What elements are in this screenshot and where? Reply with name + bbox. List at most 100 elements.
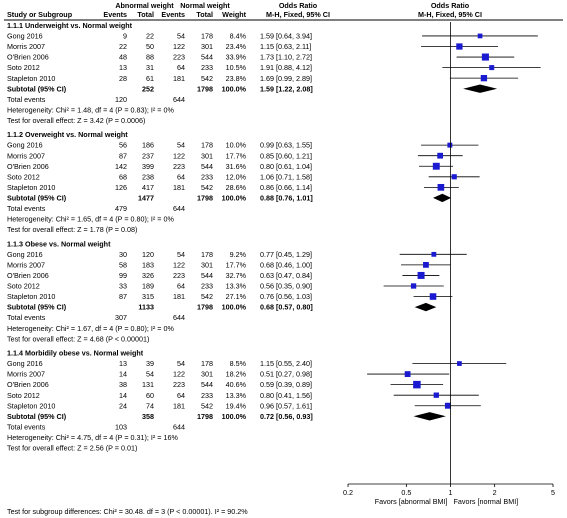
events-normal: 122 <box>173 42 185 51</box>
subtotal-or-text: 0.88 [0.76, 1.01] <box>260 193 313 202</box>
point-estimate-square <box>481 53 489 61</box>
events-abnormal: 13 <box>119 63 127 72</box>
total-normal: 542 <box>201 74 213 83</box>
study-weight: 8.5% <box>230 359 247 368</box>
x-tick-label: 5 <box>551 488 555 497</box>
events-normal: 64 <box>177 282 185 291</box>
total-normal: 178 <box>201 359 213 368</box>
odds-ratio-text: 1.59 [0.64, 3.94] <box>260 32 312 41</box>
odds-ratio-text: 0.99 [0.63, 1.55] <box>260 141 312 150</box>
weight-header: Weight <box>222 10 246 19</box>
odds-ratio-text: 0.76 [0.56, 1.03] <box>260 292 312 301</box>
odds-ratio-text: 1.15 [0.55, 2.40] <box>260 359 312 368</box>
total-normal: 301 <box>201 42 213 51</box>
subtotal-label: Subtotal (95% CI) <box>7 303 67 312</box>
point-estimate-square <box>489 65 495 71</box>
point-estimate-square <box>410 283 417 289</box>
events-normal: 223 <box>173 380 185 389</box>
events-normal: 122 <box>173 151 185 160</box>
point-estimate-square <box>456 43 463 50</box>
study-name: Soto 2012 <box>7 172 40 181</box>
study-name: O'Brien 2006 <box>7 53 49 62</box>
total-abnormal: 131 <box>142 380 154 389</box>
heterogeneity-text: Heterogeneity: Chi² = 1.65, df = 4 (P = … <box>7 215 174 224</box>
study-name: Gong 2016 <box>7 141 43 150</box>
point-estimate-square <box>404 371 411 377</box>
odds-ratio-text: 0.68 [0.46, 1.00] <box>260 260 312 269</box>
total-events-label: Total events <box>7 95 46 104</box>
odds-ratio-text: 1.15 [0.63, 2.11] <box>260 42 311 51</box>
study-weight: 32.7% <box>226 271 247 280</box>
total-abnormal: 120 <box>142 250 154 259</box>
total-abnormal: 54 <box>146 370 154 379</box>
total-events-normal: 644 <box>173 313 185 322</box>
study-name: O'Brien 2006 <box>7 380 49 389</box>
events-normal: 122 <box>173 370 185 379</box>
subtotal-diamond <box>414 302 437 312</box>
study-weight: 33.9% <box>226 53 247 62</box>
study-weight: 8.4% <box>230 32 247 41</box>
subtotal-or-text: 0.72 [0.56, 0.93] <box>260 412 313 421</box>
total-normal: 233 <box>201 282 213 291</box>
study-name: Morris 2007 <box>7 260 45 269</box>
total-normal: 178 <box>201 250 213 259</box>
group2-header: Normal weight <box>180 1 230 10</box>
events-normal: 223 <box>173 53 185 62</box>
total-abnormal: 74 <box>146 401 154 410</box>
total-abnormal: 315 <box>142 292 154 301</box>
point-estimate-square <box>477 33 483 39</box>
total-normal: 178 <box>201 32 213 41</box>
overall-effect-text: Test for overall effect: Z = 3.42 (P = 0… <box>7 116 145 125</box>
events-abnormal: 13 <box>119 359 127 368</box>
total-normal: 178 <box>201 141 213 150</box>
study-name: Morris 2007 <box>7 370 45 379</box>
or-method-header: M-H, Fixed, 95% CI <box>266 10 330 19</box>
study-name: Morris 2007 <box>7 151 45 160</box>
study-name: Stapleton 2010 <box>7 74 55 83</box>
total-abnormal: 189 <box>142 282 154 291</box>
total-normal: 301 <box>201 370 213 379</box>
events-abnormal: 142 <box>115 162 127 171</box>
total-events-label: Total events <box>7 204 46 213</box>
subtotal-weight: 100.0% <box>222 193 247 202</box>
study-weight: 12.0% <box>226 172 247 181</box>
subgroup-title: 1.1.1 Underweight vs. Normal weight <box>7 21 133 30</box>
favors-right-label: Favors [normal BMI] <box>454 497 519 506</box>
total-normal: 233 <box>201 172 213 181</box>
subgroup-title: 1.1.2 Overweight vs. Normal weight <box>7 130 128 139</box>
study-name: Stapleton 2010 <box>7 292 55 301</box>
study-weight: 13.3% <box>226 282 247 291</box>
total-abnormal: 31 <box>146 63 154 72</box>
subtotal-label: Subtotal (95% CI) <box>7 412 67 421</box>
total-events-label: Total events <box>7 313 46 322</box>
favors-left-label: Favors [abnormal BMI] <box>375 497 448 506</box>
subgroup-differences-text: Test for subgroup differences: Chi² = 30… <box>7 507 248 516</box>
odds-ratio-text: 0.77 [0.45, 1.29] <box>260 250 312 259</box>
total-normal: 301 <box>201 260 213 269</box>
total-events-abnormal: 307 <box>115 313 127 322</box>
subgroup-title: 1.1.3 Obese vs. Normal weight <box>7 239 111 248</box>
total2-header: Total <box>196 10 213 19</box>
subtotal-weight: 100.0% <box>222 412 247 421</box>
total-events-abnormal: 479 <box>115 204 127 213</box>
point-estimate-square <box>451 174 457 180</box>
study-name: Gong 2016 <box>7 250 43 259</box>
total-abnormal: 237 <box>142 151 154 160</box>
odds-ratio-text: 1.91 [0.88, 4.12] <box>260 63 312 72</box>
study-name: Soto 2012 <box>7 282 40 291</box>
overall-effect-text: Test for overall effect: Z = 1.78 (P = 0… <box>7 225 137 234</box>
point-estimate-square <box>423 262 429 268</box>
x-tick-label: 1 <box>449 488 453 497</box>
events-normal: 54 <box>177 141 185 150</box>
subtotal-weight: 100.0% <box>222 84 247 93</box>
events-abnormal: 87 <box>119 292 127 301</box>
x-tick-label: 0.5 <box>401 488 411 497</box>
subtotal-total-normal: 1798 <box>197 412 213 421</box>
study-weight: 40.6% <box>226 380 247 389</box>
total-normal: 544 <box>201 380 213 389</box>
subtotal-weight: 100.0% <box>222 303 247 312</box>
point-estimate-square <box>429 293 437 300</box>
events1-header: Events <box>103 10 127 19</box>
events-abnormal: 22 <box>119 42 127 51</box>
events-normal: 181 <box>173 74 185 83</box>
